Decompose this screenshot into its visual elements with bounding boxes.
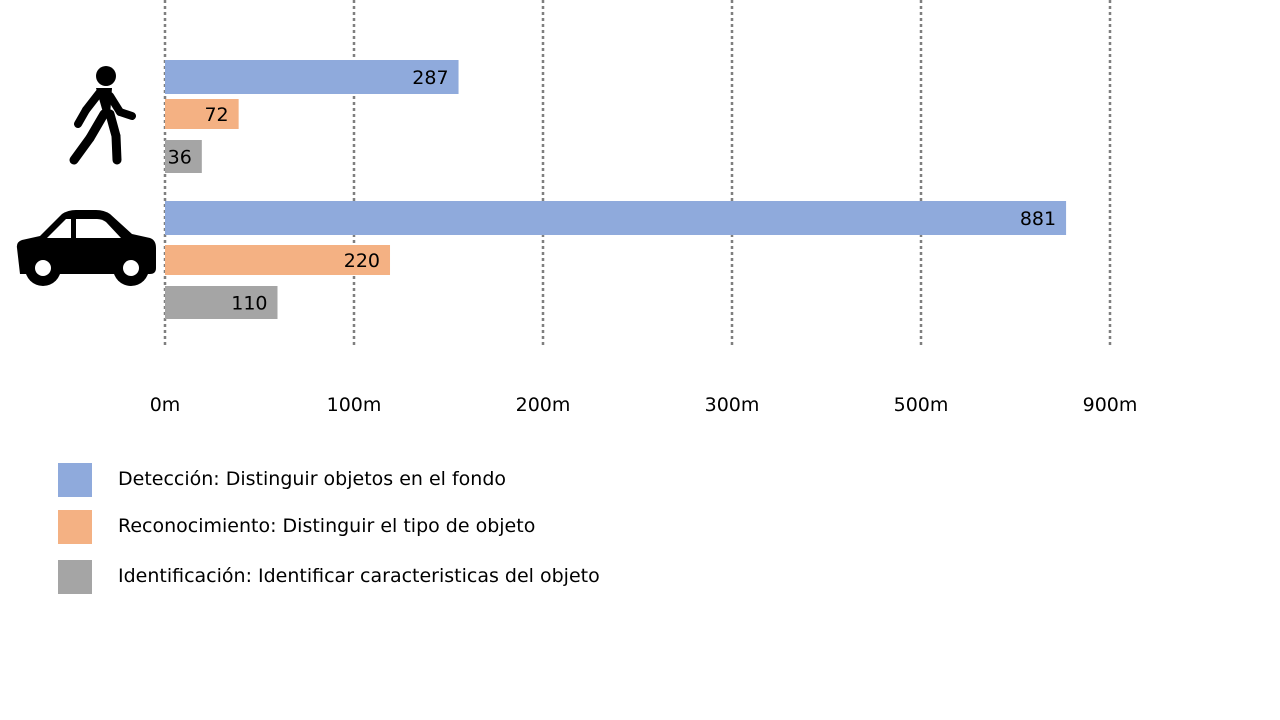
x-tick-label: 500m — [894, 394, 949, 416]
bar-person-series-1 — [165, 99, 239, 129]
legend-label-detection: Detección: Distinguir objetos en el fond… — [118, 468, 507, 490]
legend-swatch-recognition — [58, 510, 92, 544]
legend-label-identification: Identificación: Identificar caracteristi… — [118, 565, 600, 587]
x-tick-label: 300m — [705, 394, 760, 416]
bar-car-series-0 — [165, 201, 1067, 235]
bar-person-series-0 — [165, 60, 459, 94]
x-tick-label: 0m — [150, 394, 181, 416]
bar-value-label: 36 — [168, 147, 192, 169]
x-tick-label: 900m — [1083, 394, 1138, 416]
data-labels: 287 72 36 881 220 110 — [168, 67, 1056, 315]
x-axis-ticks: 0m 100m 200m 300m 500m 900m — [150, 394, 1138, 416]
person-walking-icon — [69, 66, 136, 165]
bar-value-label: 72 — [204, 104, 228, 126]
legend-label-recognition: Reconocimiento: Distinguir el tipo de ob… — [118, 515, 536, 537]
bar-value-label: 287 — [412, 67, 448, 89]
x-tick-label: 100m — [327, 394, 382, 416]
bar-chart: 287 72 36 881 220 110 0m 100m 200m 300m 500m 900m — [16, 0, 1138, 416]
legend-item-detection: Detección: Distinguir objetos en el fond… — [58, 463, 698, 497]
bar-value-label: 881 — [1020, 208, 1056, 230]
bar-car-series-2 — [165, 286, 278, 319]
legend-swatch-identification — [58, 560, 92, 594]
x-tick-label: 200m — [516, 394, 571, 416]
legend-swatch-detection — [58, 463, 92, 497]
car-icon — [16, 210, 156, 286]
bar-value-label: 110 — [231, 293, 267, 315]
legend-item-identification: Identificación: Identificar caracteristi… — [58, 560, 698, 594]
bars — [165, 60, 1067, 319]
bar-car-series-1 — [165, 245, 391, 275]
bar-person-series-2 — [165, 140, 202, 173]
bar-value-label: 220 — [344, 250, 380, 272]
grid-lines — [163, 0, 1112, 346]
legend-item-recognition: Reconocimiento: Distinguir el tipo de ob… — [58, 510, 698, 544]
